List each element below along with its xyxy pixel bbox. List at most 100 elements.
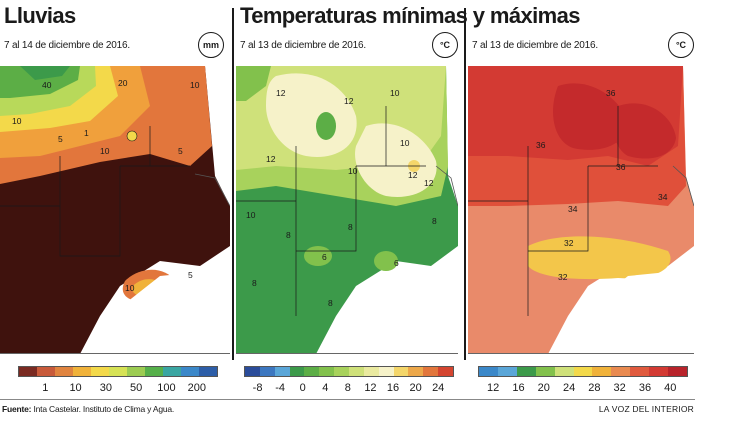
legend-swatch [163, 367, 181, 376]
legend-swatch [55, 367, 73, 376]
map-label: 34 [568, 204, 578, 214]
map-label: 8 [252, 278, 257, 288]
legend-swatch [73, 367, 91, 376]
legend-tick-label: 16 [386, 382, 400, 394]
map-label: 12 [266, 154, 276, 164]
legend-swatch [109, 367, 127, 376]
legend-tick-label: 24 [562, 382, 576, 394]
map-label: 10 [390, 88, 400, 98]
rain-legend: 1 10 30 50 100 200 [18, 366, 228, 396]
legend-swatch [535, 367, 555, 376]
legend-swatch [245, 367, 260, 376]
legend-tick-label: 24 [432, 382, 445, 394]
legend-swatch [611, 367, 631, 376]
legend-swatches [244, 366, 454, 377]
legend-tick-label: 8 [344, 382, 351, 394]
source-text: Inta Castelar. Instituto de Clima y Agua… [33, 404, 175, 414]
legend-swatch [408, 367, 424, 376]
unit-badge: °C [668, 32, 694, 58]
legend-swatch [274, 367, 290, 376]
map-label: 6 [394, 258, 399, 268]
legend-swatch [649, 367, 669, 376]
legend-swatches [478, 366, 688, 377]
map-label: 12 [408, 170, 418, 180]
legend-swatch [438, 367, 454, 376]
brand-label: LA VOZ DEL INTERIOR [598, 404, 694, 414]
map-label: 36 [536, 140, 546, 150]
legend-tick-label: 100 [157, 382, 176, 394]
map-label: 8 [348, 222, 353, 232]
legend-tick-label: 20 [537, 382, 550, 394]
legend-swatch [127, 367, 145, 376]
legend-tick-label: 0 [299, 382, 306, 394]
legend-tick-label: 28 [588, 382, 601, 394]
legend-tick-label: 16 [512, 382, 525, 394]
legend-swatch [378, 367, 394, 376]
legend-swatch [516, 367, 536, 376]
rain-map-graphic: 40 20 10 5 1 10 5 10 5 10 [0, 66, 230, 353]
legend-tick-label: 1 [42, 382, 49, 394]
legend-swatch [199, 367, 217, 376]
legend-swatch [181, 367, 199, 376]
unit-badge: °C [432, 32, 458, 58]
max-temp-map: 36 36 36 34 34 32 32 [468, 66, 694, 354]
legend-tick-label: 20 [409, 382, 422, 394]
map-label: 1 [84, 128, 89, 138]
legend-swatch [304, 367, 320, 376]
legend-tick-label: 30 [99, 382, 112, 394]
legend-swatch [573, 367, 593, 376]
min-temp-map: 12 12 10 12 10 10 12 10 8 8 6 8 8 6 8 12 [236, 66, 458, 354]
legend-tick-label: 40 [664, 382, 677, 394]
legend-swatch [259, 367, 275, 376]
panel-minimas: Temperaturas mínimas y máximas 7 al 13 d… [236, 0, 580, 405]
map-label: 40 [42, 80, 52, 90]
legend-tick-label: 32 [613, 382, 626, 394]
legend-tick-label: 10 [69, 382, 82, 394]
legend-swatch [145, 367, 163, 376]
legend-swatch [668, 367, 687, 376]
legend-tick-label: 4 [322, 382, 329, 394]
map-label: 12 [276, 88, 286, 98]
map-label: 36 [616, 162, 626, 172]
panel-title: Temperaturas mínimas y máximas [240, 3, 580, 28]
map-label: 10 [12, 116, 22, 126]
panel-divider [464, 8, 466, 360]
legend-swatch [363, 367, 379, 376]
map-label: 10 [100, 146, 110, 156]
panel-lluvias: Lluvias 7 al 14 de diciembre de 2016. mm [0, 0, 230, 405]
map-label: 12 [344, 96, 354, 106]
map-label: 10 [400, 138, 410, 148]
map-label: 32 [564, 238, 574, 248]
map-label: 10 [348, 166, 358, 176]
source-note: Fuente: Inta Castelar. Instituto de Clim… [2, 404, 174, 414]
panel-divider [232, 8, 234, 360]
legend-swatch [37, 367, 55, 376]
map-label: 8 [328, 298, 333, 308]
max-temp-legend: 12 16 20 24 28 32 36 40 [478, 366, 696, 396]
legend-swatch [19, 367, 37, 376]
legend-swatch [393, 367, 409, 376]
panel-maximas: 7 al 13 de diciembre de 2016. °C 36 36 3… [468, 0, 696, 405]
legend-swatch [479, 367, 498, 376]
map-label: 5 [58, 134, 63, 144]
legend-swatch [630, 367, 650, 376]
map-label: 5 [178, 146, 183, 156]
rain-map: 40 20 10 5 1 10 5 10 5 10 [0, 66, 230, 354]
min-temp-map-graphic: 12 12 10 12 10 10 12 10 8 8 6 8 8 6 8 12 [236, 66, 458, 353]
legend-swatch [319, 367, 335, 376]
map-label: 8 [286, 230, 291, 240]
legend-swatch [423, 367, 439, 376]
unit-badge: mm [198, 32, 224, 58]
legend-tick-label: 12 [364, 382, 377, 394]
source-label: Fuente: [2, 404, 32, 414]
panel-subtitle: 7 al 14 de diciembre de 2016. [4, 40, 130, 51]
max-temp-map-graphic: 36 36 36 34 34 32 32 [468, 66, 694, 353]
legend-tick-label: 36 [638, 382, 652, 394]
legend-swatches [18, 366, 218, 377]
legend-tick-label: 200 [187, 382, 206, 394]
legend-swatch [497, 367, 517, 376]
legend-tick-label: -4 [275, 382, 286, 394]
footer-rule [0, 399, 695, 400]
map-label: 10 [125, 283, 135, 293]
map-label: 32 [558, 272, 568, 282]
